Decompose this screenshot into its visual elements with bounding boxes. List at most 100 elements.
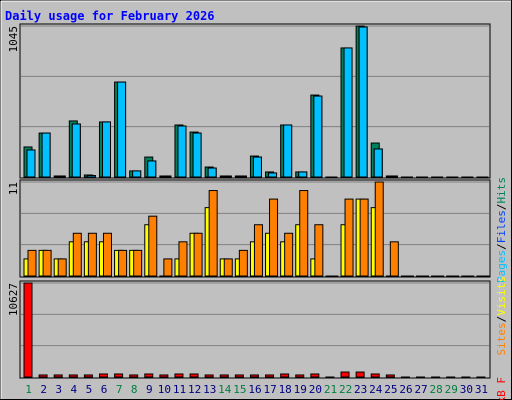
x-tick-label: 14 xyxy=(218,383,232,396)
bar xyxy=(370,373,380,378)
x-tick-label: 9 xyxy=(146,383,153,396)
bar xyxy=(147,160,157,178)
x-tick-label: 1 xyxy=(25,383,32,396)
bar xyxy=(465,275,475,278)
legend-entry: Hits xyxy=(495,177,508,204)
bar xyxy=(178,241,188,277)
bar xyxy=(268,172,278,178)
bar xyxy=(284,232,294,277)
x-tick-label: 13 xyxy=(203,383,216,396)
bar xyxy=(355,371,365,378)
x-tick-label: 24 xyxy=(369,383,383,396)
bar xyxy=(265,374,275,378)
bar xyxy=(87,232,97,277)
y-tick-label: 11 xyxy=(7,182,20,195)
bar xyxy=(295,374,305,378)
bar xyxy=(192,132,202,178)
bar xyxy=(41,132,51,178)
bar xyxy=(177,125,187,178)
x-tick-label: 7 xyxy=(116,383,123,396)
bar xyxy=(389,241,399,277)
bar xyxy=(283,124,293,178)
bar xyxy=(252,156,262,178)
x-tick-label: 4 xyxy=(71,383,78,396)
legend: Pages/Files/Hits xyxy=(495,177,508,283)
x-tick-label: 16 xyxy=(248,383,261,396)
bar xyxy=(373,148,383,178)
bar xyxy=(388,175,398,178)
legend-entry: Files xyxy=(495,210,508,243)
legend: kB F xyxy=(495,377,508,400)
legend-entry: Pages xyxy=(495,250,508,283)
bar xyxy=(72,232,82,277)
bar xyxy=(416,376,426,379)
bar xyxy=(42,249,52,277)
bar xyxy=(419,176,429,179)
bar xyxy=(237,175,247,178)
legend-separator: / xyxy=(495,204,508,211)
bar xyxy=(450,275,460,278)
x-tick-label: 3 xyxy=(55,383,62,396)
bar xyxy=(343,47,353,178)
bar xyxy=(249,374,259,378)
bar xyxy=(132,170,142,178)
bar xyxy=(298,171,308,178)
bar xyxy=(193,232,203,277)
bar xyxy=(446,376,456,379)
legend-entry: Sites xyxy=(495,322,508,355)
bar xyxy=(435,275,445,278)
bar xyxy=(479,176,489,179)
bar xyxy=(404,275,414,278)
bar xyxy=(253,224,263,277)
bar xyxy=(86,175,96,178)
bar xyxy=(431,376,441,379)
x-tick-label: 6 xyxy=(101,383,108,396)
x-tick-label: 19 xyxy=(294,383,307,396)
bar xyxy=(420,275,430,278)
x-tick-label: 31 xyxy=(475,383,488,396)
bar xyxy=(129,374,139,378)
bar xyxy=(83,374,93,378)
bar xyxy=(222,175,232,178)
bar xyxy=(400,376,410,379)
x-tick-label: 10 xyxy=(158,383,171,396)
bar xyxy=(238,249,248,277)
bar xyxy=(359,198,369,277)
bar xyxy=(163,258,173,277)
bar xyxy=(325,376,335,379)
x-tick-label: 23 xyxy=(354,383,367,396)
x-tick-label: 25 xyxy=(384,383,397,396)
bar xyxy=(101,121,111,178)
bar xyxy=(23,282,33,378)
bar xyxy=(53,374,63,378)
bar xyxy=(299,190,309,277)
x-tick-label: 15 xyxy=(233,383,246,396)
bar xyxy=(57,258,67,277)
bar xyxy=(223,258,233,277)
bar xyxy=(403,176,413,179)
legend: Sites/Visits xyxy=(495,276,508,356)
bar xyxy=(68,374,78,378)
bar xyxy=(117,81,127,178)
bar xyxy=(207,167,217,178)
bar xyxy=(27,249,37,277)
bar xyxy=(374,181,384,277)
x-tick-label: 30 xyxy=(460,383,473,396)
bar xyxy=(385,374,395,378)
x-tick-label: 28 xyxy=(430,383,443,396)
y-tick-label: 1045 xyxy=(7,26,20,53)
bar xyxy=(280,373,290,378)
bar xyxy=(71,123,81,178)
bar xyxy=(118,249,128,277)
chart-title: Daily usage for February 2026 xyxy=(5,9,215,23)
bar xyxy=(328,176,338,179)
bar xyxy=(269,198,279,277)
bar xyxy=(189,373,199,378)
bar xyxy=(314,224,324,277)
x-tick-label: 18 xyxy=(279,383,292,396)
bar xyxy=(234,374,244,378)
bar xyxy=(174,373,184,378)
legend-separator: / xyxy=(495,316,508,323)
bar xyxy=(340,371,350,378)
